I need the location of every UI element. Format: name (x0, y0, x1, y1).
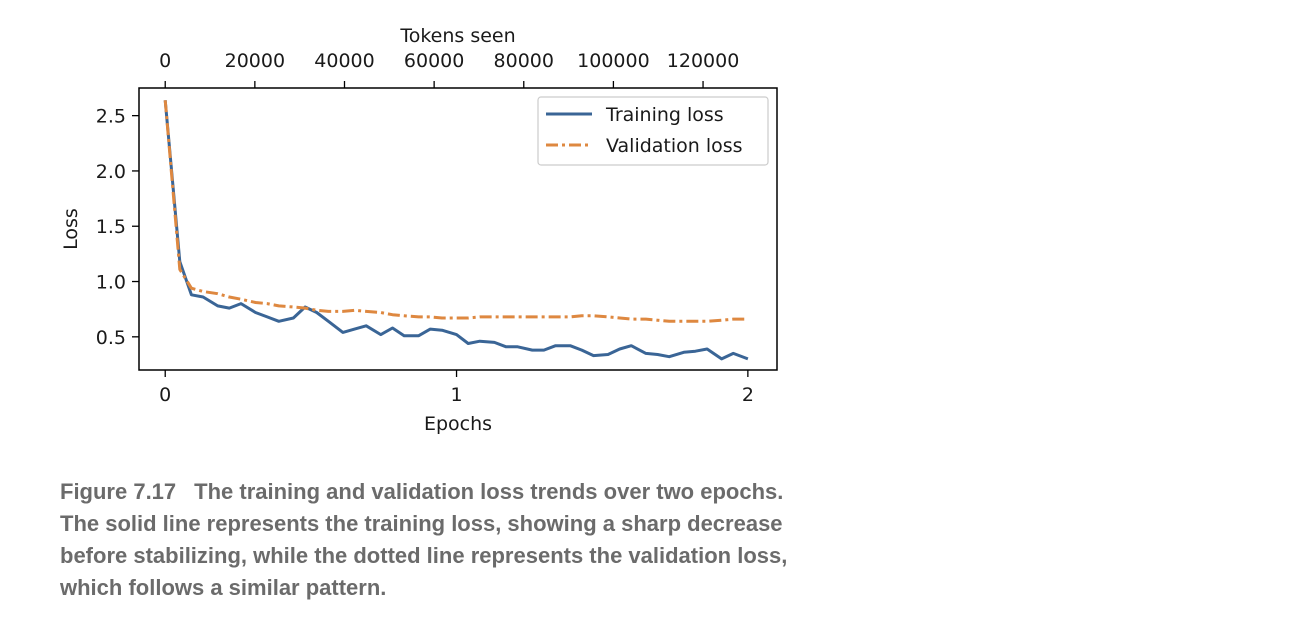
x2-tick-label: 40000 (314, 50, 374, 72)
legend-box (537, 96, 769, 166)
plot-frame (138, 87, 778, 371)
y-tick-label: 0.5 (96, 327, 126, 349)
series-line-validation (163, 100, 748, 323)
loss-chart: 0 1 2 0 20000 40000 60000 80000 100000 120000 0.5 1… (60, 25, 778, 435)
x2-tick-label: 100000 (577, 50, 650, 72)
y-tick-label: 1.5 (96, 216, 126, 238)
figure-label: Figure 7.17 (60, 479, 177, 504)
plot-area: 0 1 2 0 20000 40000 60000 80000 100000 120000 0.5 1… (60, 25, 778, 435)
x2-tick-label: 60000 (404, 50, 464, 72)
x2-tick-label: 80000 (494, 50, 554, 72)
x-tick-label: 0 (159, 384, 171, 406)
y-tick-label: 2.0 (96, 161, 126, 183)
y-axis-title: Loss (60, 208, 82, 250)
figure-caption-text: The training and validation loss trends … (60, 479, 788, 600)
x-axis-title: Epochs (424, 413, 492, 435)
legend-label-validation: Validation loss (606, 135, 743, 157)
x2-tick-label: 20000 (225, 50, 285, 72)
series-line-training (163, 100, 749, 361)
x2-tick-label: 0 (159, 50, 171, 72)
legend-label-training: Training loss (605, 104, 724, 126)
x2-axis-title: Tokens seen (399, 25, 515, 47)
x-tick-label: 2 (742, 384, 754, 406)
figure-caption: Figure 7.17 The training and validation l… (60, 476, 790, 604)
x2-tick-label: 120000 (667, 50, 740, 72)
x-tick-label: 1 (450, 384, 462, 406)
y-tick-label: 2.5 (96, 106, 126, 128)
y-tick-label: 1.0 (96, 272, 126, 294)
